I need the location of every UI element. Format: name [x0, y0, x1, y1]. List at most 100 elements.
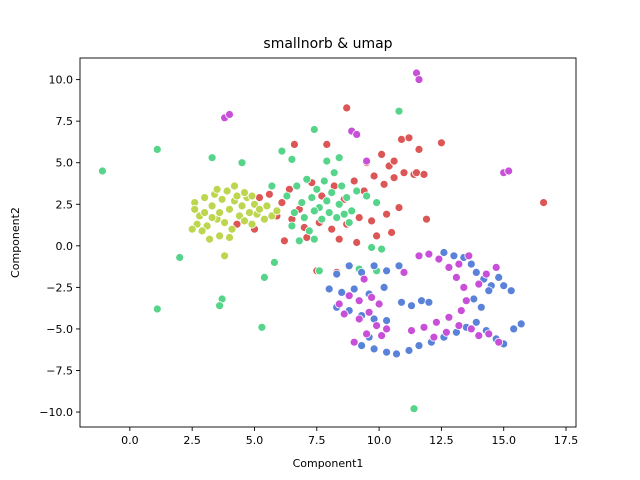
y-axis-ticks: −10.0 −7.5 −5.0 −2.5 0.0 2.5 5.0 7.5 10.0	[39, 74, 80, 419]
data-point	[444, 262, 454, 272]
data-point	[382, 209, 392, 219]
data-point	[382, 347, 392, 357]
data-point	[382, 324, 392, 334]
data-point	[225, 110, 234, 119]
x-tick-label: 10.0	[367, 434, 392, 447]
y-tick-label: 2.5	[56, 198, 74, 211]
y-tick-label: 5.0	[56, 157, 74, 170]
data-point	[367, 292, 377, 302]
data-point	[404, 346, 414, 355]
data-point	[314, 266, 324, 276]
data-point	[269, 257, 279, 267]
data-point	[354, 296, 364, 306]
data-point	[392, 349, 401, 359]
data-point	[387, 228, 397, 237]
data-point	[289, 139, 299, 149]
data-point	[344, 291, 354, 301]
data-point	[289, 208, 299, 218]
data-point	[222, 186, 232, 196]
data-point	[471, 317, 481, 327]
data-point	[332, 213, 342, 223]
data-point	[449, 251, 459, 261]
chart-title: smallnorb & umap	[263, 36, 392, 52]
data-point	[352, 238, 362, 247]
data-point	[377, 244, 387, 254]
data-point	[382, 316, 392, 326]
data-point	[419, 169, 429, 179]
data-point	[419, 322, 429, 332]
data-point	[494, 337, 504, 347]
data-point	[240, 188, 249, 198]
data-point	[220, 251, 230, 261]
data-point	[369, 171, 379, 181]
data-point	[324, 284, 334, 294]
data-point	[344, 218, 354, 228]
data-point	[322, 196, 332, 206]
data-point	[187, 224, 197, 234]
data-point	[464, 251, 474, 261]
data-point	[312, 184, 322, 194]
data-point	[414, 251, 424, 261]
data-point	[389, 173, 399, 183]
data-point	[207, 201, 217, 211]
data-point	[247, 191, 257, 201]
data-point	[205, 234, 215, 244]
x-axis-label: Component1	[293, 457, 364, 470]
data-point	[412, 168, 421, 178]
data-point	[444, 312, 454, 322]
data-point	[539, 198, 548, 208]
data-point	[494, 272, 504, 282]
data-point	[466, 259, 476, 269]
data-point	[245, 208, 254, 218]
data-point	[287, 221, 297, 231]
x-tick-label: 0.0	[121, 434, 139, 447]
data-point	[394, 261, 404, 271]
data-point	[506, 286, 516, 296]
data-point	[212, 184, 222, 194]
data-point	[309, 234, 319, 244]
data-point	[359, 274, 369, 284]
data-point	[394, 106, 404, 116]
data-point	[352, 186, 362, 196]
data-point	[404, 133, 414, 143]
data-point	[272, 206, 282, 216]
data-point	[414, 341, 424, 351]
data-point	[317, 214, 327, 224]
data-point	[240, 216, 249, 226]
data-point	[237, 201, 247, 211]
y-tick-label: −10.0	[39, 406, 73, 419]
data-point	[342, 103, 352, 113]
data-point	[329, 168, 339, 178]
data-point	[349, 176, 359, 186]
data-point	[374, 299, 384, 309]
data-point	[454, 259, 464, 269]
data-point	[436, 138, 446, 148]
data-point	[257, 322, 267, 332]
data-point	[424, 297, 434, 307]
data-point	[466, 324, 476, 334]
data-point	[334, 199, 344, 209]
data-point	[459, 282, 469, 292]
data-point	[357, 341, 367, 351]
data-point	[344, 261, 354, 271]
data-point	[294, 236, 304, 246]
data-point	[509, 324, 519, 334]
x-tick-label: 7.5	[308, 434, 326, 447]
data-point	[379, 282, 389, 292]
data-point	[337, 181, 347, 191]
data-point	[304, 226, 314, 236]
data-point	[474, 279, 484, 289]
data-point	[422, 214, 431, 224]
data-point	[267, 181, 277, 191]
data-point	[394, 203, 404, 213]
data-point	[225, 233, 234, 242]
data-point	[414, 144, 424, 154]
data-point	[215, 208, 225, 218]
data-point	[262, 201, 272, 211]
data-point	[399, 267, 409, 277]
data-point	[499, 281, 509, 291]
data-point	[429, 332, 439, 342]
data-point	[255, 204, 264, 214]
data-point	[247, 219, 257, 229]
data-point	[297, 198, 307, 208]
